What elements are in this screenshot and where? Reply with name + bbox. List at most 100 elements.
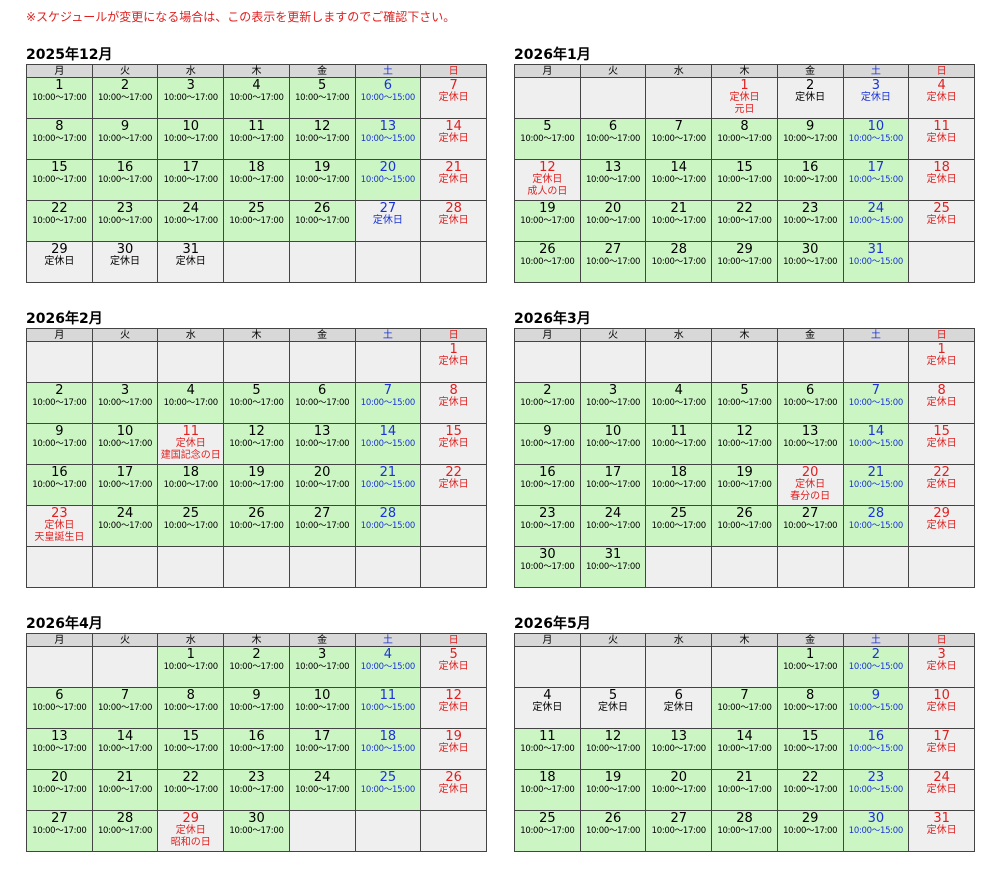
open-day-cell: 27 10:00～17:00: [776, 505, 844, 547]
business-hours: 10:00～17:00: [295, 93, 350, 103]
open-day-cell: 23 10:00～17:00: [514, 505, 581, 547]
business-hours: 10:00～15:00: [848, 826, 904, 836]
business-hours: 10:00～17:00: [717, 744, 772, 754]
day-number: 8: [740, 119, 749, 134]
open-day-cell: 2 10:00～17:00: [223, 646, 290, 688]
closed-label: 定休日: [438, 133, 469, 144]
day-number: 9: [120, 119, 130, 134]
weekday-header: 木: [711, 633, 778, 647]
open-day-cell: 11 10:00～17:00: [645, 423, 713, 465]
day-number: 15: [801, 729, 819, 744]
day-number: 6: [318, 383, 327, 398]
business-hours: 10:00～17:00: [97, 93, 153, 103]
empty-cell: [776, 341, 844, 383]
closed-day-cell: 19 定休日: [420, 728, 487, 770]
business-hours: 10:00～17:00: [295, 785, 350, 795]
business-hours: 10:00～17:00: [229, 398, 284, 408]
business-hours: 10:00～17:00: [585, 785, 641, 795]
empty-cell: [645, 546, 713, 588]
weekday-header: 日: [420, 633, 487, 647]
closed-day-cell: 18 定休日: [908, 159, 975, 201]
business-hours: 10:00～15:00: [848, 480, 904, 490]
open-day-cell: 8 10:00～17:00: [776, 687, 844, 729]
open-day-cell: 28 10:00～17:00: [645, 241, 713, 283]
empty-cell: [420, 505, 487, 547]
open-day-cell: 20 10:00～15:00: [354, 159, 422, 201]
business-hours: 10:00～17:00: [585, 216, 641, 226]
day-number: 27: [51, 811, 68, 826]
day-number: 21: [379, 465, 397, 480]
day-number: 25: [379, 770, 397, 785]
month-calendar: 2026年3月月火水木金土日 1 定休日 2 10:00～17:00 3 10:00～17:…: [514, 310, 975, 588]
open-day-cell: 9 10:00～17:00: [26, 423, 93, 465]
day-number: 26: [736, 506, 753, 521]
calendar-table: 月火水木金土日 1 定休日 2 10:00～17:00 3 10:00～17:00 4 10:0…: [26, 328, 487, 588]
business-hours: 10:00～17:00: [717, 826, 772, 836]
day-number: 17: [933, 729, 950, 744]
day-number: 14: [445, 119, 462, 134]
weekday-header: 土: [354, 633, 422, 647]
open-day-cell: 18 10:00～17:00: [223, 159, 290, 201]
business-hours: 10:00～17:00: [163, 703, 219, 713]
empty-cell: [908, 241, 975, 283]
empty-cell: [711, 646, 778, 688]
business-hours: 10:00～17:00: [229, 703, 284, 713]
open-day-cell: 2 10:00～17:00: [26, 382, 93, 424]
business-hours: 10:00～17:00: [520, 257, 575, 267]
empty-cell: [288, 341, 356, 383]
business-hours: 10:00～17:00: [229, 662, 284, 672]
month-title: 2026年5月: [514, 616, 591, 632]
business-hours: 10:00～17:00: [295, 703, 350, 713]
day-number: 25: [670, 506, 688, 521]
day-number: 30: [539, 547, 556, 562]
business-hours: 10:00～17:00: [97, 785, 153, 795]
open-day-cell: 23 10:00～17:00: [776, 200, 844, 242]
empty-cell: [26, 646, 93, 688]
closed-label: 定休日: [175, 438, 206, 449]
day-number: 4: [383, 647, 392, 662]
open-day-cell: 13 10:00～17:00: [26, 728, 93, 770]
closed-label: 定休日: [438, 174, 469, 185]
business-hours: 10:00～17:00: [783, 785, 838, 795]
open-day-cell: 14 10:00～17:00: [91, 728, 159, 770]
day-number: 11: [182, 424, 200, 439]
business-hours: 10:00～17:00: [163, 785, 219, 795]
closed-label: 定休日: [438, 702, 469, 713]
day-number: 11: [248, 119, 265, 134]
weekday-header: 土: [842, 64, 910, 78]
closed-label: 定休日: [729, 92, 760, 103]
open-day-cell: 6 10:00～15:00: [354, 77, 422, 119]
weekday-header: 水: [645, 633, 713, 647]
open-day-cell: 17 10:00～17:00: [579, 464, 647, 506]
business-hours: 10:00～17:00: [295, 216, 350, 226]
weekday-header: 金: [288, 633, 356, 647]
closed-day-cell: 29 定休日: [26, 241, 93, 283]
day-number: 28: [116, 811, 134, 826]
closed-label: 定休日: [926, 438, 957, 449]
open-day-cell: 11 10:00～15:00: [354, 687, 422, 729]
open-day-cell: 10 10:00～15:00: [842, 118, 910, 160]
business-hours: 10:00～17:00: [97, 826, 153, 836]
open-day-cell: 28 10:00～17:00: [711, 810, 778, 852]
day-number: 18: [182, 465, 200, 480]
open-day-cell: 5 10:00～17:00: [288, 77, 356, 119]
day-number: 12: [604, 729, 622, 744]
weekday-header: 金: [776, 64, 844, 78]
business-hours: 10:00～17:00: [717, 134, 772, 144]
empty-cell: [354, 241, 422, 283]
day-number: 29: [51, 242, 68, 257]
business-hours: 10:00～17:00: [520, 562, 575, 572]
open-day-cell: 7 10:00～17:00: [91, 687, 159, 729]
day-number: 6: [674, 688, 683, 703]
open-day-cell: 28 10:00～15:00: [842, 505, 910, 547]
open-day-cell: 15 10:00～17:00: [776, 728, 844, 770]
business-hours: 10:00～17:00: [585, 175, 641, 185]
month-title: 2026年1月: [514, 47, 591, 63]
closed-label: 定休日: [438, 397, 469, 408]
open-day-cell: 17 10:00～17:00: [288, 728, 356, 770]
day-number: 13: [670, 729, 688, 744]
empty-cell: [223, 546, 290, 588]
empty-cell: [26, 341, 93, 383]
business-hours: 10:00～17:00: [520, 785, 575, 795]
schedule-notice: ※スケジュールが変更になる場合は、この表示を更新しますのでご確認下さい。: [26, 10, 456, 24]
